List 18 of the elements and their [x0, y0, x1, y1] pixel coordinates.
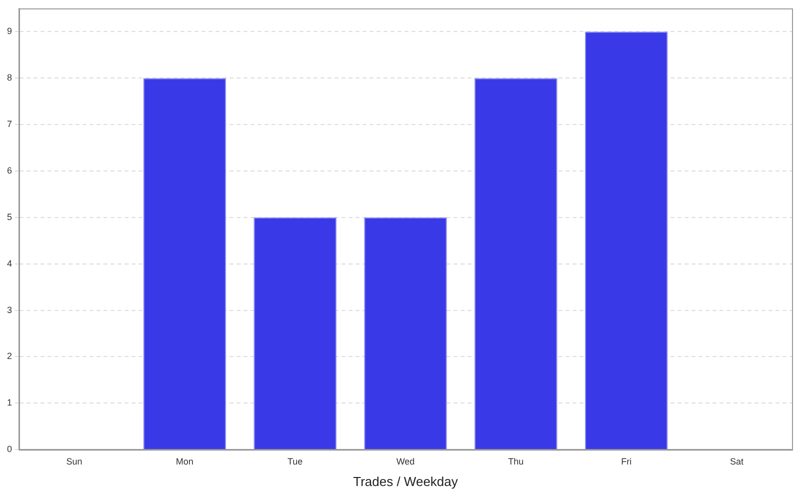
y-tick-label: 9 — [6, 26, 12, 36]
x-tick-label: Fri — [621, 456, 632, 466]
y-tick-label: 2 — [6, 351, 12, 362]
x-tick-label: Tue — [287, 456, 303, 466]
x-axis-title: Trades / Weekday — [353, 474, 458, 489]
y-tick-label: 6 — [6, 165, 12, 176]
y-tick-label: 5 — [6, 212, 12, 222]
y-tick-label: 7 — [6, 118, 12, 129]
y-tick-label: 8 — [6, 72, 12, 83]
x-tick-label: Sat — [730, 456, 744, 466]
y-tick-label: 0 — [6, 444, 12, 454]
y-tick-label: 4 — [6, 258, 12, 268]
y-tick-label: 1 — [6, 398, 12, 408]
x-tick-label: Mon — [176, 456, 194, 466]
x-tick-label: Wed — [396, 456, 415, 466]
y-tick-label: 3 — [6, 304, 12, 315]
x-tick-label: Thu — [508, 456, 524, 466]
x-tick-label: Sun — [66, 456, 82, 466]
